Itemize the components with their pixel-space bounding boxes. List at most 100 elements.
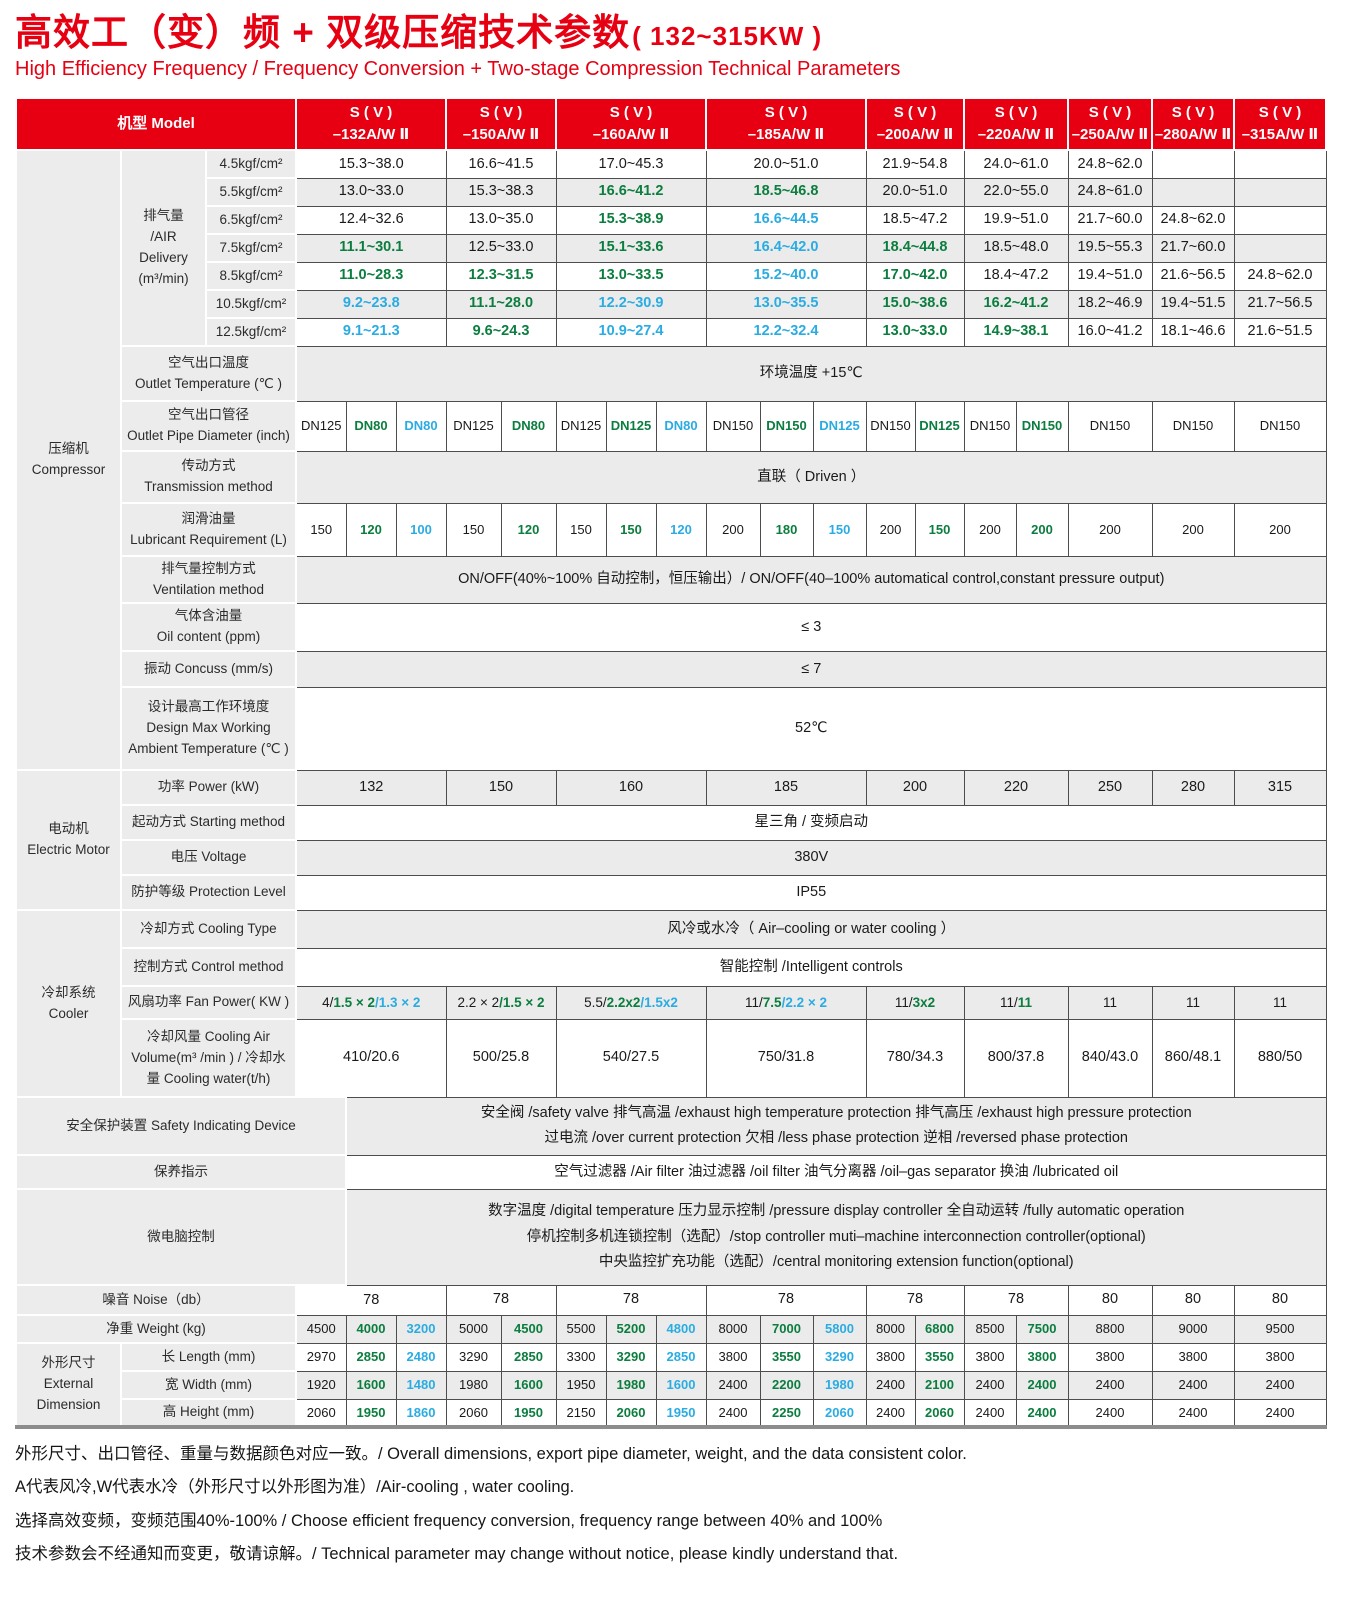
value-cell: 2480 bbox=[395, 1342, 447, 1372]
value-cell: 16.6~41.5 bbox=[445, 149, 557, 179]
value-cell: 200 bbox=[963, 502, 1017, 557]
merged-value-cell: 安全阀 /safety valve 排气高温 /exhaust high tem… bbox=[345, 1096, 1327, 1156]
value-cell: 14.9~38.1 bbox=[963, 317, 1069, 347]
category-label: 外形尺寸 External Dimension bbox=[15, 1342, 122, 1429]
value-cell: 15.2~40.0 bbox=[705, 261, 867, 291]
value-cell: 21.7~60.0 bbox=[1067, 205, 1153, 235]
value-cell: 24.8~62.0 bbox=[1151, 205, 1235, 235]
value-cell: 19.9~51.0 bbox=[963, 205, 1069, 235]
value-cell: DN125 bbox=[295, 400, 347, 452]
cell-line: –160A/W Ⅱ bbox=[592, 126, 670, 144]
value-cell: 16.4~42.0 bbox=[705, 233, 867, 263]
row-label: 空气出口温度 Outlet Temperature (℃ ) bbox=[120, 345, 297, 403]
page: 高效工（变）频 + 双级压缩技术参数( 132~315KW ) High Eff… bbox=[15, 10, 1345, 1563]
value-cell: 8000 bbox=[865, 1314, 916, 1344]
value-cell: DN150 bbox=[963, 400, 1017, 452]
cell-line: 7.5kgf/cm² bbox=[219, 239, 283, 255]
fan-power-segment: /1.3 × 2 bbox=[375, 994, 421, 1010]
table-row-noise: 噪音 Noise（db） 78 78 78 78 78 78 80 80 80 bbox=[15, 1284, 1327, 1317]
value-cell: 13.0~33.0 bbox=[865, 317, 965, 347]
fan-power-segment: 3x2 bbox=[912, 994, 936, 1010]
cell-line: –132A/W Ⅱ bbox=[332, 126, 410, 144]
cell-line: S ( V ) bbox=[1088, 103, 1132, 121]
value-cell: 18.4~44.8 bbox=[865, 233, 965, 263]
cell-line: Electric Motor bbox=[27, 842, 110, 858]
cell-line: Ventilation method bbox=[152, 581, 265, 597]
value-cell: 17.0~42.0 bbox=[865, 261, 965, 291]
table-row-power: 电动机 Electric Motor 功率 Power (kW) 132 150 160 1… bbox=[15, 769, 1327, 912]
value-cell: 3800 bbox=[1151, 1342, 1235, 1372]
value-cell: 1920 bbox=[295, 1370, 347, 1400]
row-label: 防护等级 Protection Level bbox=[120, 874, 297, 912]
value-cell: 410/20.6 bbox=[295, 1018, 447, 1098]
merged-value-cell: 52℃ bbox=[295, 686, 1327, 771]
value-cell: 1480 bbox=[395, 1370, 447, 1400]
table-row-safety-device: 安全保护装置 Safety Indicating Device 安全阀 /safe… bbox=[15, 1096, 1327, 1157]
model-header-cell: 机型 Model bbox=[15, 97, 297, 152]
merged-value-cell: ≤ 7 bbox=[295, 650, 1327, 688]
table-body: 压缩机 Compressor 排气量/AIR Delivery (m³/min) 4.5k… bbox=[15, 149, 1327, 1429]
value-cell: 15.0~38.6 bbox=[865, 289, 965, 319]
value-cell: 2250 bbox=[759, 1398, 814, 1428]
value-cell: 100 bbox=[395, 502, 447, 557]
row-label: 净重 Weight (kg) bbox=[15, 1314, 297, 1345]
cell-line: 功率 Power (kW) bbox=[157, 779, 260, 795]
note-line-3: 选择高效变频，变频范围40%-100% / Choose efficient f… bbox=[15, 1511, 883, 1530]
value-cell: 3800 bbox=[705, 1342, 761, 1372]
value-cell: 3290 bbox=[445, 1342, 502, 1372]
value-cell: 20.0~51.0 bbox=[705, 149, 867, 179]
value-cell: 9500 bbox=[1233, 1314, 1327, 1344]
value-cell: 24.0~61.0 bbox=[963, 149, 1069, 179]
category-label: 冷却系统 Cooler bbox=[15, 909, 122, 1099]
fan-power-cell: 4/1.5 × 2/1.3 × 2 bbox=[295, 985, 447, 1020]
table-row-concuss: 振动 Concuss (mm/s) ≤ 7 bbox=[16, 650, 1327, 689]
value-cell: DN125 bbox=[605, 400, 657, 452]
cell-line: 量 Cooling water(t/h) bbox=[146, 1070, 271, 1086]
model-column-header: S ( V ) –220A/W Ⅱ bbox=[963, 97, 1069, 152]
page-subtitle: High Efficiency Frequency / Frequency Co… bbox=[15, 58, 901, 81]
value-cell: 3300 bbox=[555, 1342, 607, 1372]
value-cell: 2850 bbox=[655, 1342, 707, 1372]
table-row-cooling-air-volume: 冷却风量 Cooling Air Volume(m³ /min ) / 冷却水量 … bbox=[16, 1018, 1327, 1099]
cell-line: S ( V ) bbox=[893, 103, 937, 121]
cell-line: Transmission method bbox=[144, 479, 273, 495]
value-cell: 20.0~51.0 bbox=[865, 177, 965, 207]
value-cell: 2400 bbox=[1067, 1398, 1153, 1428]
table-row-protection-level: 防护等级 Protection Level IP55 bbox=[16, 874, 1327, 912]
cell-line: 设计最高工作环境度 bbox=[147, 699, 270, 715]
value-cell: 80 bbox=[1151, 1284, 1235, 1316]
row-label: 5.5kgf/cm² bbox=[205, 177, 297, 208]
value-cell: 150 bbox=[812, 502, 867, 557]
cell-line: 压缩机 bbox=[48, 441, 89, 457]
value-cell: 2400 bbox=[1233, 1398, 1327, 1428]
table-row-width: 宽 Width (mm) 1920 1600 1480 1980 1600 1950 1980… bbox=[16, 1370, 1327, 1401]
value-cell: 2060 bbox=[295, 1398, 347, 1428]
fan-power-cell: 11/3x2 bbox=[865, 985, 965, 1020]
model-column-header: S ( V ) –315A/W Ⅱ bbox=[1233, 97, 1327, 152]
table-row-pipe-diameter: 空气出口管径 Outlet Pipe Diameter (inch) DN125 DN… bbox=[16, 400, 1327, 453]
value-cell: 180 bbox=[759, 502, 814, 557]
page-title: 高效工（变）频 + 双级压缩技术参数( 132~315KW ) bbox=[15, 10, 1345, 56]
value-cell: DN80 bbox=[500, 400, 557, 452]
value-cell: 5800 bbox=[812, 1314, 867, 1344]
value-cell: 4500 bbox=[500, 1314, 557, 1344]
value-cell: 4000 bbox=[345, 1314, 397, 1344]
value-cell: 1950 bbox=[555, 1370, 607, 1400]
value-cell: 21.7~60.0 bbox=[1151, 233, 1235, 263]
value-cell: 132 bbox=[295, 769, 447, 806]
value-cell: 2400 bbox=[1067, 1370, 1153, 1400]
value-cell: 3290 bbox=[605, 1342, 657, 1372]
row-label: 排气量控制方式 Ventilation method bbox=[120, 555, 297, 605]
cell-line: 环境温度 +15℃ bbox=[759, 365, 863, 382]
row-label: 空气出口管径 Outlet Pipe Diameter (inch) bbox=[120, 400, 297, 453]
value-cell: 13.0~35.5 bbox=[705, 289, 867, 319]
merged-value-cell: 风冷或水冷（ Air–cooling or water cooling ） bbox=[295, 909, 1327, 949]
row-label: 功率 Power (kW) bbox=[120, 769, 297, 807]
cell-line: –220A/W Ⅱ bbox=[977, 126, 1055, 144]
value-cell: 15.3~38.9 bbox=[555, 205, 707, 235]
row-label: 安全保护装置 Safety Indicating Device bbox=[15, 1096, 347, 1157]
value-cell: DN80 bbox=[345, 400, 397, 452]
value-cell: 5200 bbox=[605, 1314, 657, 1344]
cell-line: 净重 Weight (kg) bbox=[106, 1320, 206, 1336]
table-row-outlet-temperature: 空气出口温度 Outlet Temperature (℃ ) 环境温度 +15℃ bbox=[16, 345, 1327, 403]
